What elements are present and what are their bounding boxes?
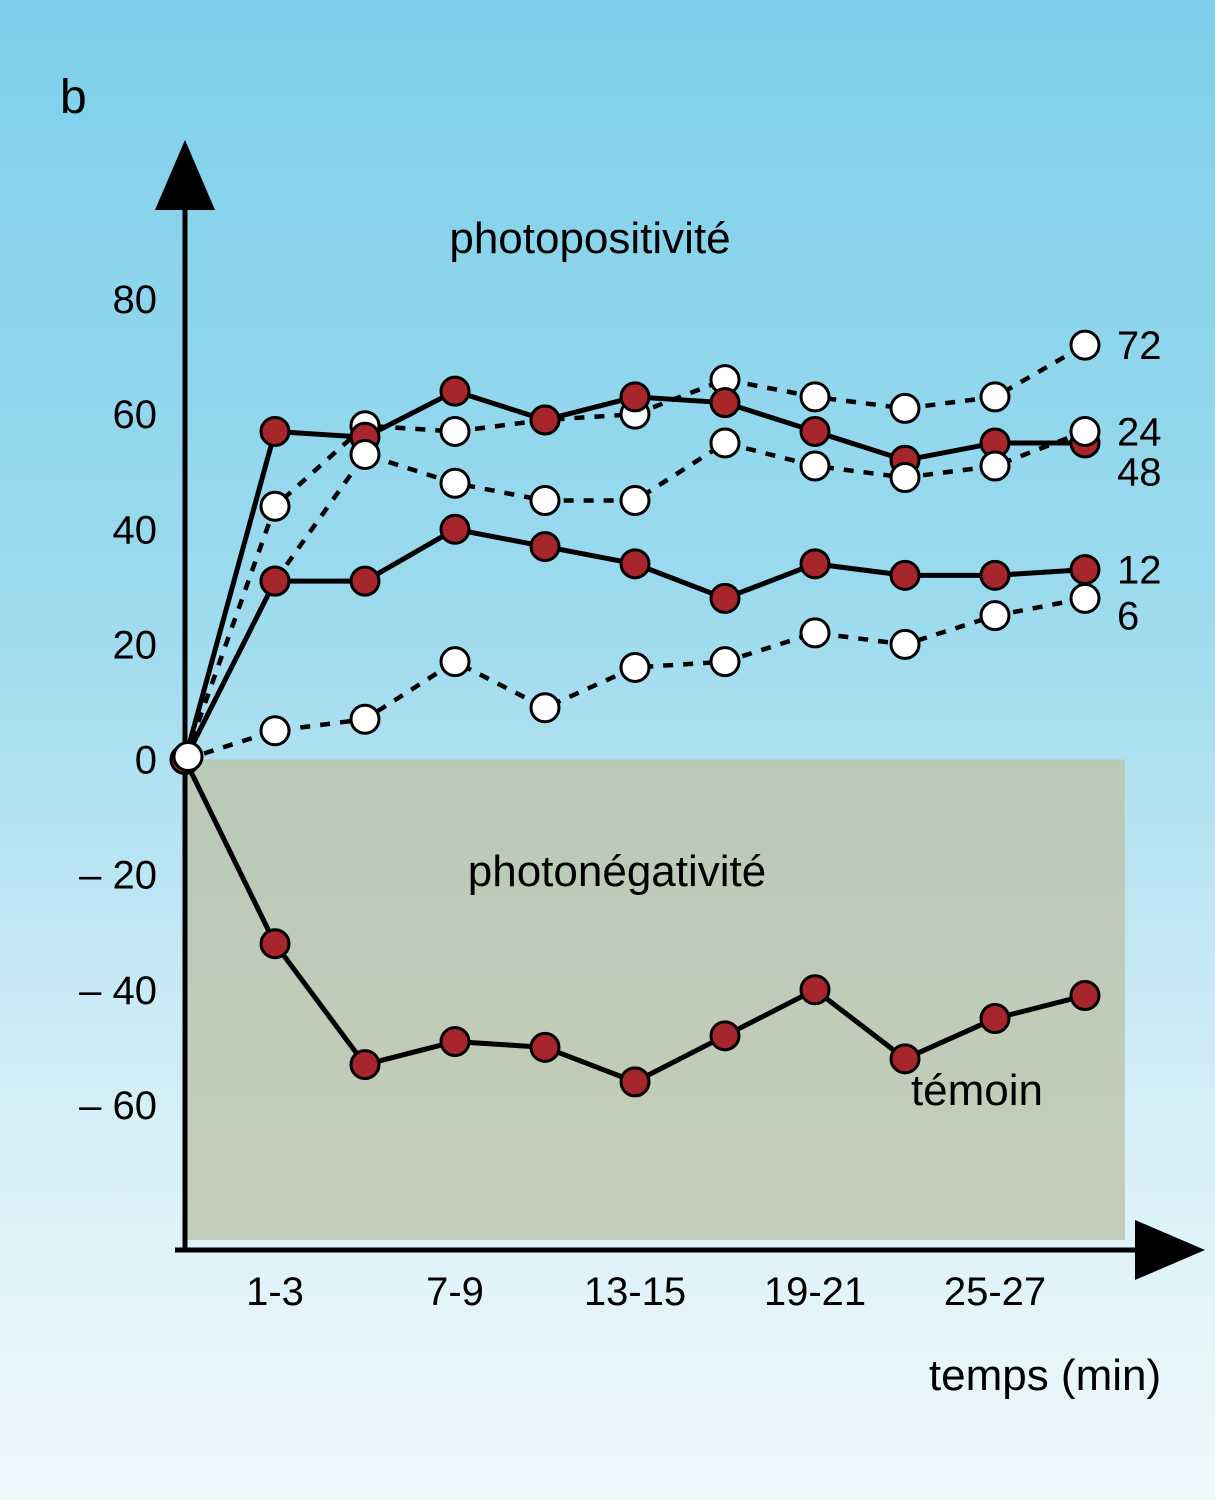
- series-marker-6: [441, 648, 469, 676]
- y-tick-label: 60: [113, 393, 158, 437]
- series-marker-12: [981, 561, 1009, 589]
- x-tick-label: 1-3: [246, 1270, 304, 1314]
- series-marker-6: [1071, 584, 1099, 612]
- series-marker-6: [351, 705, 379, 733]
- series-marker-12: [621, 550, 649, 578]
- series-marker-temoin: [981, 1005, 1009, 1033]
- y-tick-label: 20: [113, 623, 158, 667]
- series-marker-48: [531, 487, 559, 515]
- series-marker-12: [351, 567, 379, 595]
- series-marker-24: [261, 417, 289, 445]
- series-marker-6: [801, 619, 829, 647]
- series-marker-48: [351, 440, 379, 468]
- series-marker-48: [621, 487, 649, 515]
- series-marker-24: [801, 417, 829, 445]
- series-marker-72: [801, 383, 829, 411]
- series-marker-72: [981, 383, 1009, 411]
- series-marker-12: [801, 550, 829, 578]
- series-marker-6: [261, 717, 289, 745]
- x-axis-title: temps (min): [929, 1351, 1161, 1400]
- x-tick-label: 19-21: [764, 1270, 866, 1314]
- series-marker-12: [1071, 556, 1099, 584]
- origin-marker-hollow: [174, 743, 202, 771]
- series-marker-12: [891, 561, 919, 589]
- series-marker-6: [711, 648, 739, 676]
- series-marker-72: [891, 394, 919, 422]
- y-tick-label: – 20: [79, 854, 157, 898]
- y-tick-label: 40: [113, 508, 158, 552]
- series-marker-48: [711, 429, 739, 457]
- series-marker-temoin: [711, 1022, 739, 1050]
- series-marker-48: [801, 452, 829, 480]
- series-marker-12: [711, 584, 739, 612]
- chart-page: b – 60– 40– 200204060801-37-913-1519-212…: [0, 0, 1215, 1500]
- series-marker-12: [441, 515, 469, 543]
- photo-chart: – 60 – 40 – 20 0 20 40 60 80 1-3 7-9 13-15 19-21 25-…: [0, 0, 1215, 1500]
- series-marker-temoin: [801, 976, 829, 1004]
- photopositivity-label: photopositivité: [449, 214, 730, 263]
- series-marker-6: [621, 653, 649, 681]
- negative-region: [185, 760, 1125, 1240]
- series-marker-temoin: [1071, 982, 1099, 1010]
- series-marker-48: [441, 469, 469, 497]
- series-marker-48: [1071, 417, 1099, 445]
- series-marker-6: [981, 602, 1009, 630]
- photonegativity-label: photonégativité: [468, 847, 766, 896]
- series-marker-temoin: [531, 1033, 559, 1061]
- series-line-48: [185, 431, 1085, 759]
- series-marker-24: [621, 383, 649, 411]
- series-marker-24: [531, 406, 559, 434]
- temoin-label: témoin: [911, 1066, 1043, 1115]
- series-marker-72: [261, 492, 289, 520]
- series-marker-12: [261, 567, 289, 595]
- series-marker-24: [711, 389, 739, 417]
- series-marker-48: [891, 464, 919, 492]
- series-marker-72: [441, 417, 469, 445]
- series-end-label-24: 24: [1117, 410, 1162, 454]
- series-marker-temoin: [621, 1068, 649, 1096]
- series-end-label-48: 48: [1117, 451, 1162, 495]
- y-tick-label: – 60: [79, 1084, 157, 1128]
- series-marker-72: [1071, 331, 1099, 359]
- series-marker-24: [441, 377, 469, 405]
- series-marker-6: [891, 630, 919, 658]
- series-marker-6: [531, 694, 559, 722]
- series-marker-48: [981, 452, 1009, 480]
- x-tick-label: 13-15: [584, 1270, 686, 1314]
- series-marker-temoin: [351, 1051, 379, 1079]
- series-marker-temoin: [261, 930, 289, 958]
- y-tick-label: – 40: [79, 969, 157, 1013]
- series-marker-temoin: [441, 1028, 469, 1056]
- x-tick-label: 25-27: [944, 1270, 1046, 1314]
- x-tick-label: 7-9: [426, 1270, 484, 1314]
- series-end-label-72: 72: [1117, 324, 1162, 368]
- y-tick-label: 0: [135, 739, 157, 783]
- series-marker-12: [531, 533, 559, 561]
- series-end-label-6: 6: [1117, 595, 1139, 639]
- y-tick-label: 80: [113, 278, 158, 322]
- series-end-label-12: 12: [1117, 549, 1162, 593]
